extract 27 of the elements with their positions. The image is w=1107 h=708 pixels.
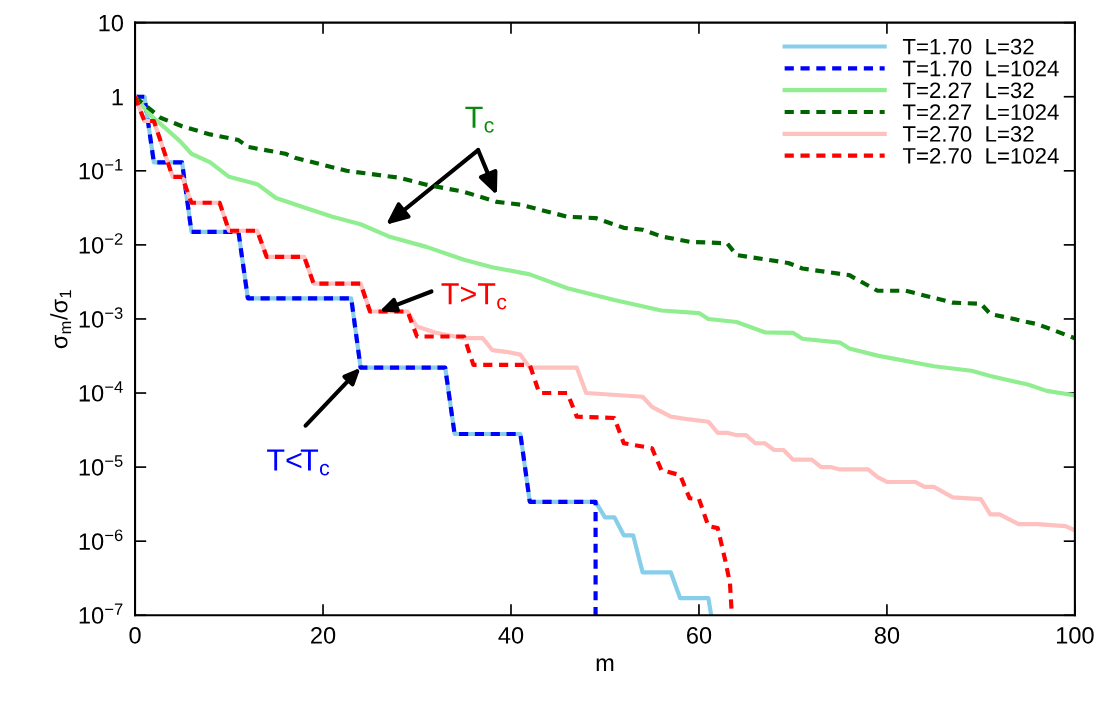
y-tick-label: 10$^{−4}$ xyxy=(79,381,123,402)
y-axis-title: σ$_{m}$/σ$_{1}$ xyxy=(50,290,72,349)
y-tick-label: 10$^{−3}$ xyxy=(79,307,123,328)
x-tick-label: 100 xyxy=(1057,626,1094,644)
legend-label: T=2.70 L=1024 xyxy=(902,147,1059,164)
legend-label: T=2.70 L=32 xyxy=(902,126,1034,142)
legend-label: T=2.27 L=1024 xyxy=(902,104,1059,121)
annotation: T>T$_{c}$ xyxy=(441,283,507,310)
x-axis-title: m xyxy=(596,658,614,672)
legend-label: T=2.27 L=32 xyxy=(902,82,1034,99)
y-tick-label: 10$^{−6}$ xyxy=(79,529,123,550)
x-tick-label: 0 xyxy=(129,626,141,644)
line-series xyxy=(135,94,598,616)
x-tick-label: 60 xyxy=(687,626,712,644)
x-tick-label: 40 xyxy=(498,626,524,644)
y-tick-label: 10$^{−2}$ xyxy=(79,233,123,254)
legend-label: T=1.70 L=32 xyxy=(902,38,1034,55)
y-tick-label: 10$^{−5}$ xyxy=(79,455,123,476)
annotation: T<T$_{c}$ xyxy=(267,449,330,476)
annotation: T$_{c}$ xyxy=(465,106,494,133)
y-tick-label: 10 xyxy=(99,14,124,32)
x-tick-label: 20 xyxy=(311,626,336,644)
legend-label: T=1.70 L=1024 xyxy=(902,60,1059,77)
y-tick-label: 1 xyxy=(112,89,123,106)
y-tick-label: 10$^{−7}$ xyxy=(79,603,123,624)
y-tick-label: 10$^{−1}$ xyxy=(79,159,123,180)
x-tick-label: 80 xyxy=(874,626,900,644)
